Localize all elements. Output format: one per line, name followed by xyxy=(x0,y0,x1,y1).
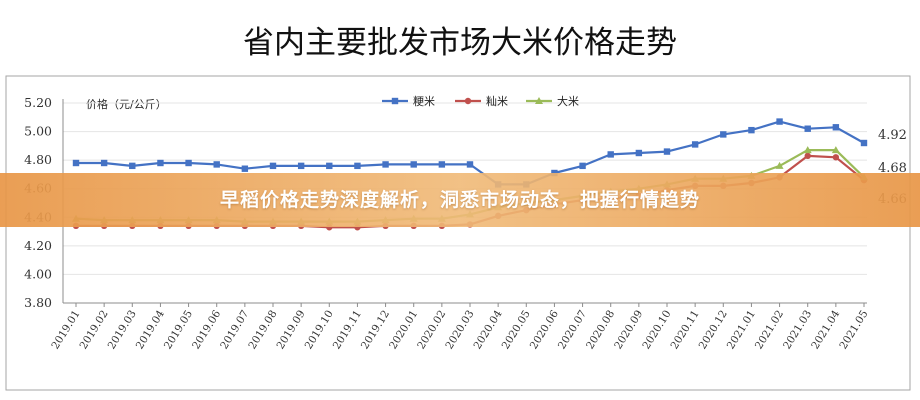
legend-marker xyxy=(535,97,543,104)
data-point xyxy=(720,131,727,138)
data-point xyxy=(410,161,417,168)
data-point xyxy=(326,162,333,170)
legend-label: 大米 xyxy=(557,94,579,108)
data-point xyxy=(100,159,108,167)
data-point xyxy=(860,139,868,147)
data-point xyxy=(831,146,840,154)
data-point xyxy=(579,162,586,170)
x-tick-label: 2021.05 xyxy=(837,308,870,351)
data-point xyxy=(241,165,249,172)
caption-banner xyxy=(0,173,920,227)
legend-marker xyxy=(391,97,399,105)
y-tick-label: 4.00 xyxy=(24,266,52,281)
data-point xyxy=(129,162,136,170)
data-point xyxy=(691,141,699,148)
end-value-label: 4.68 xyxy=(878,161,907,176)
data-point xyxy=(832,154,840,161)
caption-banner-text: 早稻价格走势深度解析，洞悉市场动态，把握行情趋势 xyxy=(219,189,700,211)
y-tick-label: 5.00 xyxy=(24,124,52,139)
x-tick-labels: 2019.012019.022019.032019.042019.052019.… xyxy=(49,308,870,351)
end-value-label: 4.92 xyxy=(878,128,907,143)
y-tick-label: 4.20 xyxy=(24,238,52,253)
data-point xyxy=(269,162,277,170)
y-axis-label: 价格（元/公斤） xyxy=(86,97,167,111)
data-point xyxy=(185,159,192,167)
data-point xyxy=(354,162,361,170)
data-point xyxy=(775,161,784,169)
legend-label: 粳米 xyxy=(413,94,435,108)
data-point xyxy=(607,151,614,158)
y-tick-label: 4.80 xyxy=(24,152,52,167)
data-point xyxy=(438,161,446,168)
legend-marker xyxy=(464,97,472,105)
legend: 粳米 籼米 大米 xyxy=(382,94,579,108)
data-point xyxy=(157,159,164,167)
data-point xyxy=(776,118,783,125)
data-point xyxy=(832,124,840,131)
data-point xyxy=(804,152,811,160)
legend-label: 籼米 xyxy=(486,95,508,108)
data-point xyxy=(72,159,80,167)
data-point xyxy=(466,161,474,168)
data-point xyxy=(213,161,220,168)
data-point xyxy=(804,125,811,132)
data-point xyxy=(803,146,812,154)
data-point xyxy=(635,149,643,157)
data-point xyxy=(382,161,389,168)
y-tick-label: 3.80 xyxy=(24,295,52,310)
data-point xyxy=(748,126,755,134)
y-tick-label: 5.20 xyxy=(24,95,52,110)
data-point xyxy=(663,148,671,155)
chart-title: 省内主要批发市场大米价格走势 xyxy=(243,25,677,61)
data-point xyxy=(297,162,305,170)
plot-frame xyxy=(5,75,911,391)
